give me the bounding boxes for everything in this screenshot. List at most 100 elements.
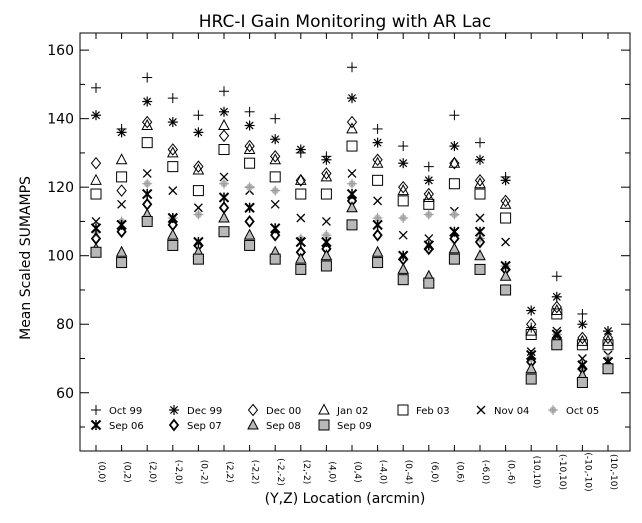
marker-stroke bbox=[169, 405, 179, 415]
x-tick-label: (-2,2) bbox=[250, 460, 260, 485]
data-point bbox=[244, 215, 255, 228]
data-point bbox=[270, 150, 281, 163]
x-tick-label: (0,6) bbox=[454, 461, 464, 482]
data-point bbox=[116, 257, 128, 269]
marker-shape bbox=[166, 146, 179, 158]
legend-item: Dec 00 bbox=[247, 403, 301, 417]
marker-stroke bbox=[552, 292, 561, 301]
marker-shape bbox=[269, 171, 281, 183]
x-tick-label: (0,-4) bbox=[403, 460, 413, 485]
data-point bbox=[167, 239, 179, 251]
marker-stroke bbox=[322, 155, 331, 164]
data-point bbox=[269, 153, 282, 165]
legend-marker bbox=[91, 405, 101, 415]
data-point bbox=[244, 106, 255, 117]
marker-shape bbox=[247, 403, 259, 417]
legend-label: Dec 99 bbox=[187, 406, 222, 417]
data-point bbox=[90, 173, 102, 185]
marker-shape bbox=[192, 253, 204, 265]
data-point bbox=[346, 201, 358, 213]
marker-stroke bbox=[527, 306, 536, 315]
data-point bbox=[474, 188, 486, 200]
marker-stroke bbox=[245, 121, 254, 130]
marker-shape bbox=[448, 253, 460, 265]
data-point bbox=[90, 223, 102, 234]
x-tick-label: (10,10) bbox=[531, 456, 541, 489]
data-point bbox=[91, 82, 101, 93]
data-point bbox=[193, 203, 203, 213]
marker-shape bbox=[372, 228, 383, 242]
marker-shape bbox=[115, 245, 128, 257]
marker-shape bbox=[142, 115, 153, 129]
marker-shape bbox=[141, 215, 153, 227]
data-point bbox=[218, 143, 230, 155]
data-point bbox=[475, 154, 485, 165]
legend-label: Sep 08 bbox=[266, 421, 301, 432]
marker-shape bbox=[218, 143, 230, 155]
data-point bbox=[500, 194, 511, 208]
data-point bbox=[269, 223, 281, 234]
marker-shape bbox=[577, 331, 588, 345]
data-point bbox=[398, 213, 409, 224]
marker-shape bbox=[168, 418, 180, 432]
x-tick-label: (10,-10) bbox=[608, 454, 618, 490]
data-point bbox=[475, 213, 485, 223]
data-point bbox=[269, 253, 281, 265]
legend-label: Nov 04 bbox=[494, 406, 529, 417]
marker-stroke bbox=[399, 159, 408, 168]
data-point bbox=[448, 156, 461, 168]
marker-shape bbox=[346, 201, 358, 213]
marker-shape bbox=[602, 339, 614, 351]
marker-shape bbox=[244, 215, 255, 228]
data-point bbox=[499, 197, 512, 209]
data-point bbox=[372, 219, 383, 231]
marker-shape bbox=[474, 174, 486, 187]
data-point bbox=[346, 219, 358, 231]
legend-item: Sep 09 bbox=[318, 419, 372, 432]
marker-shape bbox=[244, 139, 255, 153]
data-point bbox=[474, 226, 486, 237]
data-point bbox=[116, 184, 127, 197]
legend-item: Sep 08 bbox=[247, 418, 301, 432]
data-point bbox=[474, 177, 486, 189]
data-point bbox=[474, 235, 486, 249]
marker-shape bbox=[474, 177, 486, 189]
marker-shape bbox=[602, 363, 614, 375]
marker-shape bbox=[499, 269, 512, 281]
data-point bbox=[525, 362, 538, 374]
data-point bbox=[551, 271, 562, 282]
data-point bbox=[423, 242, 434, 256]
data-point bbox=[192, 253, 204, 265]
x-tick-label: (0,2) bbox=[122, 461, 132, 482]
data-point bbox=[193, 209, 204, 220]
marker-shape bbox=[346, 219, 358, 231]
marker-shape bbox=[397, 262, 410, 274]
marker-shape bbox=[346, 122, 358, 134]
data-point bbox=[397, 195, 409, 207]
marker-stroke bbox=[450, 142, 459, 151]
marker-shape bbox=[500, 194, 511, 208]
x-tick-label: (4,0) bbox=[326, 461, 336, 482]
data-point bbox=[346, 115, 358, 129]
marker-shape bbox=[141, 118, 154, 131]
marker-shape bbox=[193, 160, 204, 173]
marker-shape bbox=[397, 274, 409, 286]
legend-item: Dec 99 bbox=[169, 405, 222, 417]
data-point bbox=[550, 303, 563, 316]
data-point bbox=[141, 215, 153, 227]
data-point bbox=[372, 123, 383, 134]
marker-stroke bbox=[321, 216, 331, 226]
marker-shape bbox=[576, 334, 589, 346]
marker-shape bbox=[398, 180, 409, 194]
marker-shape bbox=[423, 198, 435, 210]
data-point bbox=[218, 192, 230, 203]
y-axis-label: Mean Scaled SUMAMPS bbox=[18, 176, 34, 340]
data-point bbox=[347, 178, 357, 189]
marker-stroke bbox=[424, 234, 434, 244]
marker-shape bbox=[551, 308, 563, 320]
data-point bbox=[243, 228, 256, 240]
legend-item: Feb 03 bbox=[397, 404, 450, 417]
data-point bbox=[167, 143, 178, 156]
data-point bbox=[219, 106, 229, 117]
y-tick-label: 60 bbox=[56, 386, 74, 402]
